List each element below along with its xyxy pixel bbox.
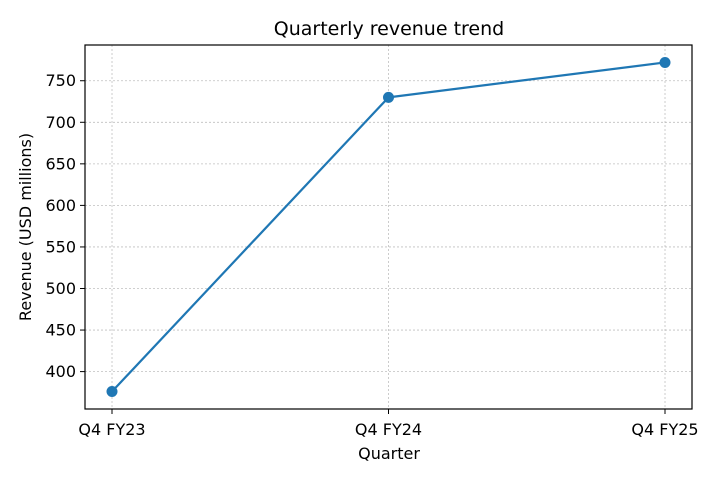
y-axis: 400 450 500 550 600 650 700 750 bbox=[45, 71, 85, 381]
y-tick-label: 600 bbox=[45, 196, 76, 215]
y-axis-label: Revenue (USD millions) bbox=[16, 133, 35, 321]
x-tick-label: Q4 FY23 bbox=[78, 420, 145, 439]
y-tick-label: 450 bbox=[45, 321, 76, 340]
data-point bbox=[106, 386, 118, 398]
y-tick-label: 700 bbox=[45, 113, 76, 132]
chart-title: Quarterly revenue trend bbox=[274, 18, 504, 40]
data-point bbox=[383, 91, 394, 103]
x-tick-label: Q4 FY25 bbox=[631, 420, 698, 439]
y-tick-label: 400 bbox=[45, 362, 76, 381]
x-axis-label: Quarter bbox=[358, 444, 420, 463]
data-point bbox=[659, 56, 671, 68]
x-tick-label: Q4 FY24 bbox=[355, 420, 422, 439]
y-tick-label: 750 bbox=[45, 71, 76, 90]
grid bbox=[85, 45, 692, 409]
x-axis: Q4 FY23 Q4 FY24 Q4 FY25 bbox=[78, 409, 699, 439]
series-layer bbox=[106, 56, 671, 398]
plot-frame bbox=[84, 44, 693, 410]
y-tick-label: 550 bbox=[45, 237, 76, 256]
y-tick-label: 650 bbox=[45, 154, 76, 173]
y-tick-label: 500 bbox=[45, 279, 76, 298]
